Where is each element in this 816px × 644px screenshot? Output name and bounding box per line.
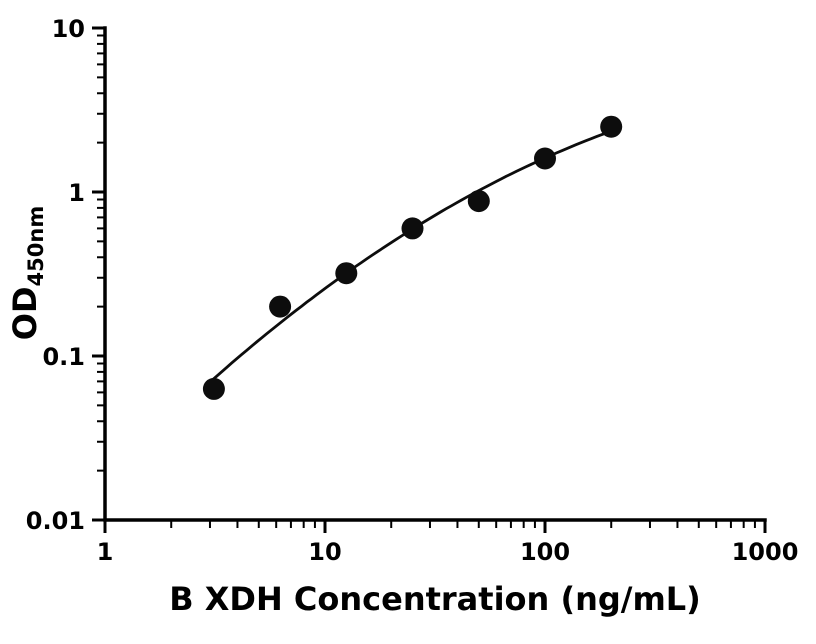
x-tick-label: 1000: [732, 538, 799, 566]
data-point: [202, 377, 225, 400]
data-point: [534, 147, 556, 170]
y-tick-label: 0.01: [26, 507, 85, 535]
plot-layer: 1 10 100 1000 0.01 0.1 1 10: [26, 15, 799, 566]
x-axis-title: B XDH Concentration (ng/mL): [169, 580, 701, 618]
data-point: [401, 217, 424, 240]
y-tick-label: 10: [52, 15, 85, 43]
y-tick-label: 0.1: [42, 343, 85, 371]
x-tick-label: 1: [97, 538, 114, 566]
data-point: [335, 262, 358, 285]
data-point: [269, 295, 292, 318]
x-tick-label: 100: [520, 538, 570, 566]
y-axis-title: OD450nm: [6, 206, 48, 340]
y-tick-label: 1: [68, 179, 85, 207]
data-point: [600, 115, 623, 138]
x-tick-label: 10: [308, 538, 341, 566]
axis-spines: [103, 26, 767, 522]
y-axis-title-sub: 450nm: [24, 206, 48, 287]
y-axis-title-main: OD: [6, 286, 44, 340]
data-point: [467, 190, 490, 213]
fit-curve: [210, 129, 612, 382]
